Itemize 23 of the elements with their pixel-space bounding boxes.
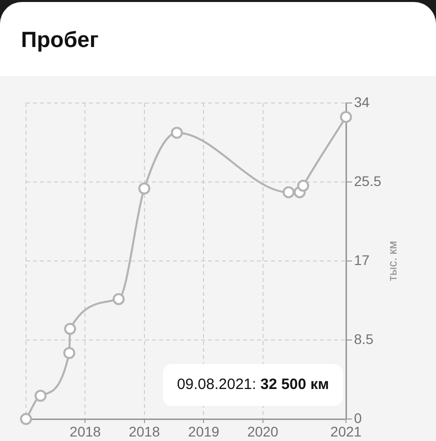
y-tick-label: 17 [354, 252, 370, 268]
point [20, 413, 32, 425]
y-tick-label: 8.5 [354, 330, 374, 347]
point [170, 126, 183, 139]
y-tick-label: 25.5 [354, 172, 382, 189]
point [63, 347, 76, 360]
point [340, 110, 352, 123]
y-axis-title: тыс. км [385, 240, 400, 282]
x-tick-label: 2018 [128, 423, 160, 440]
point [34, 390, 47, 402]
x-tick-label: 2021 [330, 423, 362, 440]
point [112, 293, 125, 306]
y-tick-label: 0 [354, 410, 362, 426]
point [297, 180, 310, 192]
y-tick-label: 34 [354, 94, 370, 110]
point [64, 322, 76, 335]
point [138, 182, 150, 195]
x-tick-label: 2019 [188, 423, 220, 440]
x-tick-label: 2018 [70, 423, 102, 440]
x-tick-label: 2020 [247, 423, 279, 440]
point [282, 186, 295, 198]
chart-title: Пробег [21, 26, 99, 54]
annotation: 09.08.2021: 32 500 км [176, 376, 330, 394]
